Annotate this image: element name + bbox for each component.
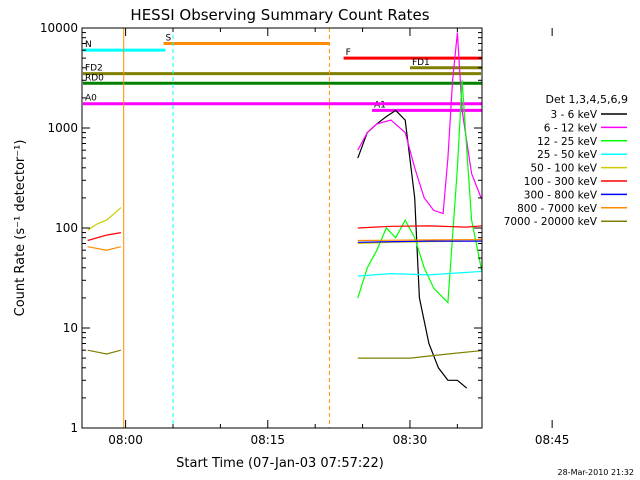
series-line-1-0 (357, 32, 482, 215)
series-line-5-0 (87, 232, 122, 242)
y-tick-label-3: 1000 (47, 121, 78, 135)
flag-label-2: F (346, 48, 351, 58)
series-line-7-1 (357, 238, 482, 242)
state-flags: SNFFD1FD2RD0RD4A1A0 (82, 33, 482, 112)
flag-label-9: A0 (85, 94, 97, 104)
timestamp: 28-Mar-2010 21:32 (558, 468, 635, 477)
axes: 08:0008:1508:3008:4509:0009:1509:3011010… (40, 21, 570, 447)
chart-title: HESSI Observing Summary Count Rates (130, 6, 429, 24)
y-tick-label-1: 10 (63, 321, 78, 335)
vertical-markers (123, 28, 330, 428)
series-line-0-0 (357, 109, 468, 389)
y-axis-label: Count Rate (s⁻¹ detector⁻¹) (13, 140, 28, 317)
legend-label-1: 6 - 12 keV (544, 122, 598, 134)
legend-label-7: 800 - 7000 keV (517, 203, 598, 215)
x-tick-label-2: 08:30 (393, 433, 428, 447)
series-lines (87, 32, 482, 389)
legend-label-2: 12 - 25 keV (537, 136, 598, 148)
series-line-4-0 (87, 207, 122, 231)
x-axis-label: Start Time (07-Jan-03 07:57:22) (176, 456, 384, 471)
series-line-6-0 (357, 240, 482, 243)
flag-label-6: RD0 (85, 73, 104, 83)
flag-label-8: A1 (374, 100, 386, 110)
legend-label-4: 50 - 100 keV (530, 163, 597, 175)
series-line-3-0 (357, 270, 482, 277)
series-line-7-0 (87, 246, 122, 251)
flag-label-0: S (166, 33, 172, 43)
plot-frame (81, 27, 483, 429)
flag-label-1: N (85, 40, 92, 50)
series-line-5-1 (357, 225, 482, 229)
y-tick-label-2: 100 (55, 221, 78, 235)
series-line-2-0 (357, 80, 482, 304)
legend-label-0: 3 - 6 keV (550, 109, 597, 121)
x-tick-label-1: 08:15 (250, 433, 285, 447)
flag-label-3: FD1 (412, 58, 430, 68)
y-tick-label-4: 10000 (40, 21, 78, 35)
y-tick-label-0: 1 (70, 421, 78, 435)
series-line-8-1 (357, 349, 482, 359)
x-tick-label-0: 08:00 (108, 433, 143, 447)
legend-label-5: 100 - 300 keV (524, 176, 598, 188)
flag-label-4: FD2 (85, 64, 103, 74)
legend-label-6: 300 - 800 keV (524, 189, 598, 201)
series-line-8-0 (87, 349, 122, 355)
legend-label-3: 25 - 50 keV (537, 149, 598, 161)
legend-label-8: 7000 - 20000 keV (504, 216, 598, 228)
x-tick-label-3: 08:45 (535, 433, 570, 447)
legend-title: Det 1,3,4,5,6,9 (545, 93, 628, 106)
